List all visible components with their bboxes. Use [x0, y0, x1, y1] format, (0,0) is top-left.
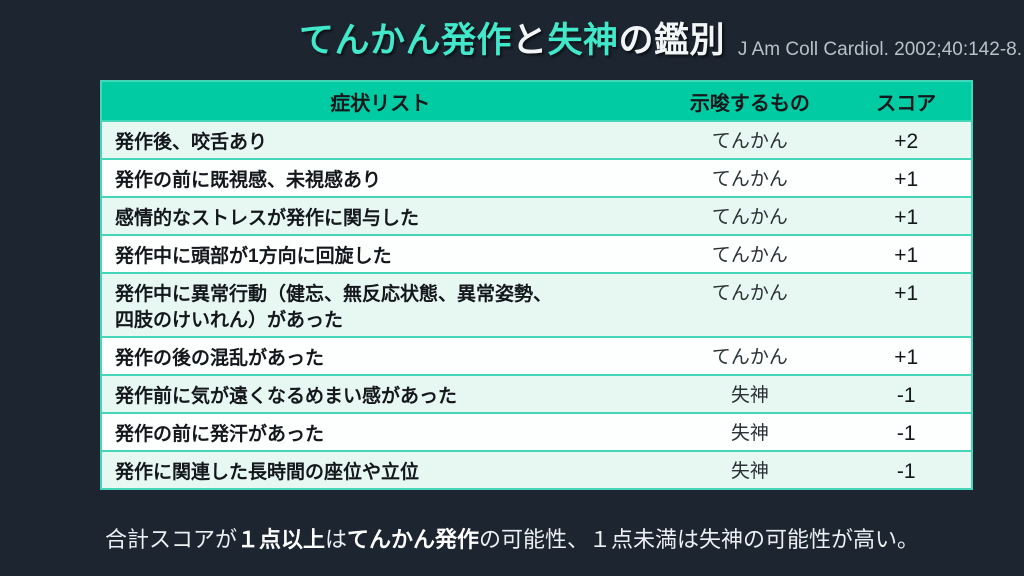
table-row: 発作の前に発汗があった 失神 -1 — [101, 413, 972, 452]
header-symptom-list: 症状リスト — [101, 81, 659, 122]
header-suggests: 示唆するもの — [658, 81, 842, 122]
table-header-row: 症状リスト 示唆するもの スコア — [101, 81, 972, 122]
symptom-cell: 発作の前に発汗があった — [101, 413, 659, 452]
symptom-cell: 発作の前に既視感、未視感あり — [101, 159, 659, 198]
suggests-cell: てんかん — [658, 197, 842, 236]
symptom-cell: 発作後、咬舌あり — [101, 121, 659, 160]
score-cell: -1 — [841, 451, 972, 490]
suggests-cell: てんかん — [658, 159, 842, 198]
table-row: 感情的なストレスが発作に関与した てんかん +1 — [101, 197, 972, 236]
title-segment-differentiation: の鑑別 — [618, 21, 726, 60]
footer-segment: 合計スコアが — [104, 527, 237, 552]
score-cell: -1 — [841, 413, 972, 452]
score-cell: +2 — [841, 121, 972, 160]
title-text: てんかん発作と失神の鑑別 — [299, 21, 725, 60]
title-segment-and: と — [511, 21, 548, 60]
header-score: スコア — [841, 81, 972, 122]
journal-citation: J Am Coll Cardiol. 2002;40:142-8. — [737, 39, 1022, 60]
symptom-cell: 発作中に頭部が1方向に回旋した — [101, 235, 659, 274]
symptom-cell: 発作前に気が遠くなるめまい感があった — [101, 375, 659, 414]
score-cell: +1 — [841, 273, 972, 338]
symptom-cell: 感情的なストレスが発作に関与した — [101, 197, 659, 236]
title-segment-syncope: 失神 — [547, 21, 619, 60]
suggests-cell: てんかん — [658, 235, 842, 274]
suggests-cell: てんかん — [658, 121, 842, 160]
table-row: 発作の後の混乱があった てんかん +1 — [101, 337, 972, 376]
footer-segment-score-threshold: １点以上 — [236, 527, 325, 552]
score-cell: -1 — [841, 375, 972, 414]
suggests-cell: 失神 — [658, 375, 842, 414]
score-cell: +1 — [841, 159, 972, 198]
slide-title: てんかん発作と失神の鑑別 J Am Coll Cardiol. 2002;40:… — [0, 16, 1024, 66]
score-cell: +1 — [841, 235, 972, 274]
title-segment-epilepsy: てんかん発作 — [298, 21, 512, 60]
footer-note: 合計スコアが１点以上はてんかん発作の可能性、１点未満は失神の可能性が高い。 — [0, 524, 1024, 556]
table-row: 発作中に頭部が1方向に回旋した てんかん +1 — [101, 235, 972, 274]
score-cell: +1 — [841, 197, 972, 236]
table-row: 発作中に異常行動（健忘、無反応状態、異常姿勢、 四肢のけいれん）があった てんか… — [101, 273, 972, 338]
table-row: 発作に関連した長時間の座位や立位 失神 -1 — [101, 451, 972, 490]
footer-segment: の可能性、１点未満は失神の可能性が高い。 — [479, 527, 920, 552]
symptom-cell: 発作の後の混乱があった — [101, 337, 659, 376]
suggests-cell: 失神 — [658, 413, 842, 452]
suggests-cell: てんかん — [658, 273, 842, 338]
footer-segment: は — [324, 527, 347, 552]
table-row: 発作後、咬舌あり てんかん +2 — [101, 121, 972, 160]
suggests-cell: てんかん — [658, 337, 842, 376]
symptom-cell: 発作中に異常行動（健忘、無反応状態、異常姿勢、 四肢のけいれん）があった — [101, 273, 659, 338]
score-table: 症状リスト 示唆するもの スコア 発作後、咬舌あり てんかん +2 発作の前に既… — [100, 80, 973, 490]
suggests-cell: 失神 — [658, 451, 842, 490]
table-row: 発作前に気が遠くなるめまい感があった 失神 -1 — [101, 375, 972, 414]
score-cell: +1 — [841, 337, 972, 376]
footer-segment-epilepsy: てんかん発作 — [347, 527, 480, 552]
symptom-cell: 発作に関連した長時間の座位や立位 — [101, 451, 659, 490]
table-row: 発作の前に既視感、未視感あり てんかん +1 — [101, 159, 972, 198]
